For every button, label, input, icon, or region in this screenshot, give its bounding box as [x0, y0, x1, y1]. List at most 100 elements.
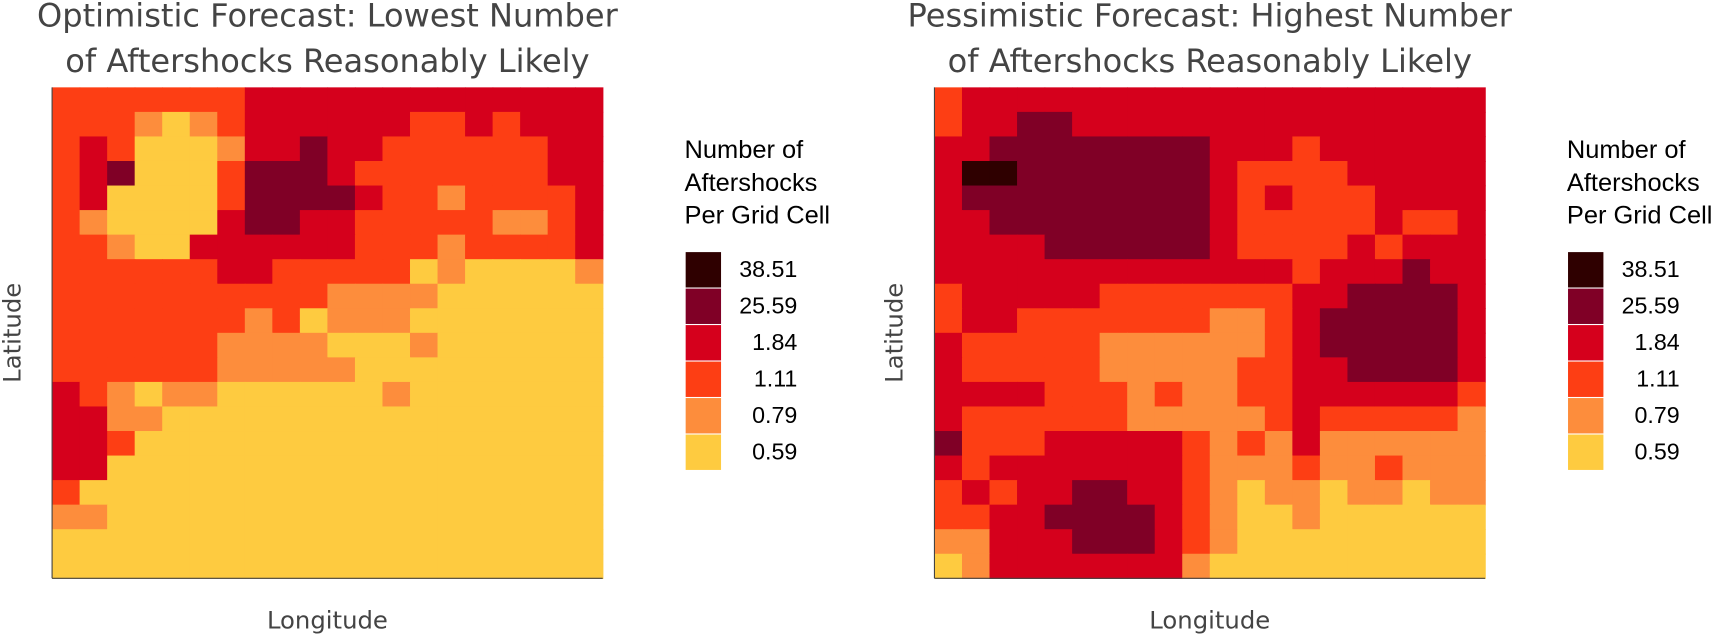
- heatmap-cell: [134, 308, 163, 334]
- heatmap-cell: [189, 136, 218, 162]
- heatmap-cell: [1127, 332, 1156, 359]
- heatmap-cell: [244, 332, 274, 359]
- heatmap-cell: [217, 160, 246, 187]
- heatmap-cell: [327, 529, 356, 555]
- heatmap-cell: [520, 357, 549, 383]
- heatmap-cell: [437, 87, 466, 113]
- heatmap-cell: [547, 504, 576, 530]
- heatmap-cell: [134, 210, 163, 236]
- heatmap-cell: [1347, 210, 1376, 236]
- heatmap-cell: [107, 431, 136, 457]
- heatmap-cell: [217, 381, 246, 408]
- heatmap-cell: [354, 283, 384, 309]
- heatmap-cell: [961, 210, 991, 236]
- heatmap-cell: [382, 381, 411, 408]
- heatmap-cell: [52, 283, 81, 309]
- heatmap-cell: [1319, 136, 1349, 162]
- heatmap-cell: [437, 308, 466, 334]
- heatmap-cell: [52, 259, 81, 285]
- heatmap-cell: [1292, 381, 1321, 408]
- heatmap-cell: [1264, 210, 1294, 236]
- heatmap-cell: [162, 357, 191, 383]
- heatmap-cell: [1209, 480, 1238, 506]
- heatmap-cell: [189, 431, 218, 457]
- heatmap-cell: [1319, 504, 1349, 530]
- heatmap-cell: [299, 210, 329, 236]
- heatmap-cell: [1099, 332, 1128, 359]
- heatmap-cell: [189, 357, 218, 383]
- heatmap-cell: [1264, 455, 1294, 481]
- heatmap-cell: [1072, 357, 1101, 383]
- heatmap-cell: [934, 357, 963, 383]
- heatmap-cell: [1182, 160, 1211, 187]
- heatmap-cell: [465, 234, 494, 260]
- heatmap-cell: [1127, 234, 1156, 260]
- heatmap-cell: [1347, 136, 1376, 162]
- legend-title: Number of: [685, 136, 805, 164]
- heatmap-cell: [934, 160, 963, 187]
- heatmap-cell: [327, 259, 356, 285]
- heatmap-cell: [244, 210, 274, 236]
- heatmap-cell: [492, 87, 521, 113]
- heatmap-cell: [272, 283, 301, 309]
- heatmap-cell: [437, 504, 466, 530]
- heatmap-cell: [299, 529, 329, 555]
- heatmap-cell: [1182, 111, 1211, 138]
- heatmap-cell: [1430, 553, 1459, 579]
- heatmap-cell: [1044, 332, 1073, 359]
- heatmap-cell: [1292, 234, 1321, 260]
- heatmap-cell: [272, 406, 301, 432]
- heatmap-cell: [162, 308, 191, 334]
- heatmap-cell: [1292, 529, 1321, 555]
- legend-swatch: [685, 252, 722, 288]
- heatmap-cell: [437, 283, 466, 309]
- heatmap-cell: [492, 455, 521, 481]
- heatmap-cell: [1209, 553, 1238, 579]
- heatmap-cell: [217, 553, 246, 579]
- heatmap-cell: [354, 381, 384, 408]
- heatmap-cell: [1374, 332, 1404, 359]
- heatmap-cell: [1374, 234, 1404, 260]
- heatmap-cell: [1017, 308, 1046, 334]
- heatmap-cell: [299, 283, 329, 309]
- heatmap-cell: [162, 210, 191, 236]
- heatmap-cell: [79, 431, 108, 457]
- heatmap-cell: [272, 431, 301, 457]
- heatmap-cell: [437, 455, 466, 481]
- heatmap-cell: [1402, 406, 1431, 432]
- heatmap-cell: [1430, 234, 1459, 260]
- heatmap-cell: [465, 308, 494, 334]
- heatmap-cell: [1099, 259, 1128, 285]
- heatmap-cell: [1264, 381, 1294, 408]
- heatmap-cell: [1017, 504, 1046, 530]
- heatmap-cell: [1099, 136, 1128, 162]
- heatmap-cell: [1072, 480, 1101, 506]
- heatmap-cell: [1292, 136, 1321, 162]
- heatmap-cell: [162, 431, 191, 457]
- heatmap-cell: [1374, 185, 1404, 211]
- heatmap-cell: [410, 553, 439, 579]
- heatmap-cell: [327, 136, 356, 162]
- heatmap-cell: [1347, 185, 1376, 211]
- heatmap-cell: [437, 406, 466, 432]
- heatmap-cell: [410, 136, 439, 162]
- heatmap-cell: [134, 87, 163, 113]
- heatmap-cell: [1209, 357, 1238, 383]
- heatmap-cell: [410, 332, 439, 359]
- heatmap-cell: [1374, 111, 1404, 138]
- legend-swatch: [1568, 288, 1604, 324]
- heatmap-cell: [327, 87, 356, 113]
- legend-swatch: [685, 434, 722, 470]
- heatmap-cell: [465, 111, 494, 138]
- heatmap-cell: [1154, 357, 1183, 383]
- heatmap-cell: [520, 553, 549, 579]
- heatmap-cell: [1154, 136, 1183, 162]
- heatmap-cell: [437, 553, 466, 579]
- heatmap-cell: [79, 504, 108, 530]
- heatmap-cell: [1182, 283, 1211, 309]
- heatmap-cell: [354, 529, 384, 555]
- heatmap-cell: [934, 87, 963, 113]
- heatmap-cell: [1044, 160, 1073, 187]
- heatmap-cell: [1237, 308, 1266, 334]
- heatmap-cell: [492, 136, 521, 162]
